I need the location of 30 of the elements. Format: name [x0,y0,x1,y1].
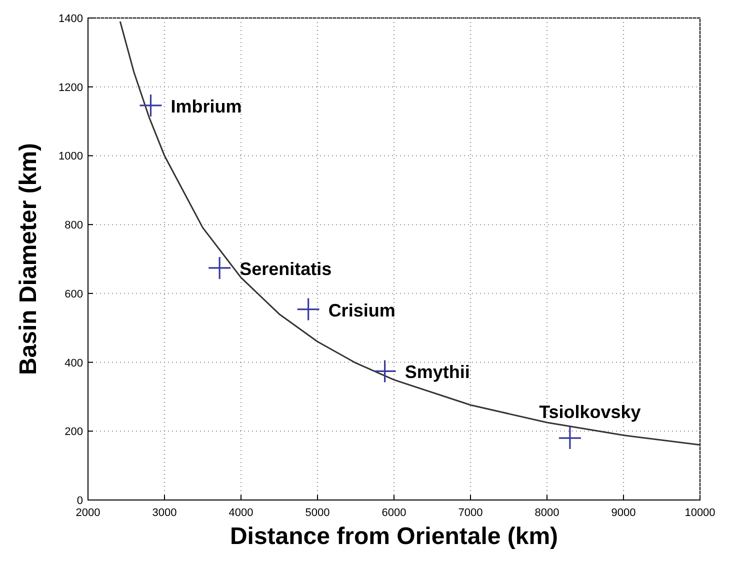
point [140,94,162,116]
x-tick-label: 4000 [228,507,254,519]
x-tick-label: 10000 [684,507,716,519]
point [374,360,396,382]
point [208,256,231,279]
x-tick-label: 8000 [534,507,560,519]
x-tick-label: 7000 [458,507,483,519]
line-series [119,20,701,446]
point [558,427,581,450]
x-tick-label: 5000 [305,507,330,519]
y-tick-label: 1400 [58,13,83,25]
y-tick-label: 0 [76,495,83,507]
y-axis-title: Basin Diameter (km) [15,142,42,376]
y-tick-label: 800 [64,220,83,232]
x-tick-label: 6000 [382,507,406,519]
y-tick-label: 600 [64,288,83,300]
point [297,298,320,320]
x-tick-label: 2000 [76,507,100,519]
annotation: Smythii [404,362,470,382]
x-axis-title: Distance from Orientale (km) [230,523,558,550]
annotation: Tsiolkovsky [539,402,641,422]
annotation: Crisium [328,300,396,320]
y-tick-label: 200 [64,426,83,438]
y-tick-label: 1000 [58,150,83,163]
x-tick-label: 9000 [611,507,636,519]
y-tick-label: 400 [64,357,83,370]
annotation: Serenitatis [240,258,332,279]
x-tick-label: 3000 [152,507,177,519]
annotation: Imbrium [170,96,242,116]
y-tick-label: 1200 [58,82,83,94]
